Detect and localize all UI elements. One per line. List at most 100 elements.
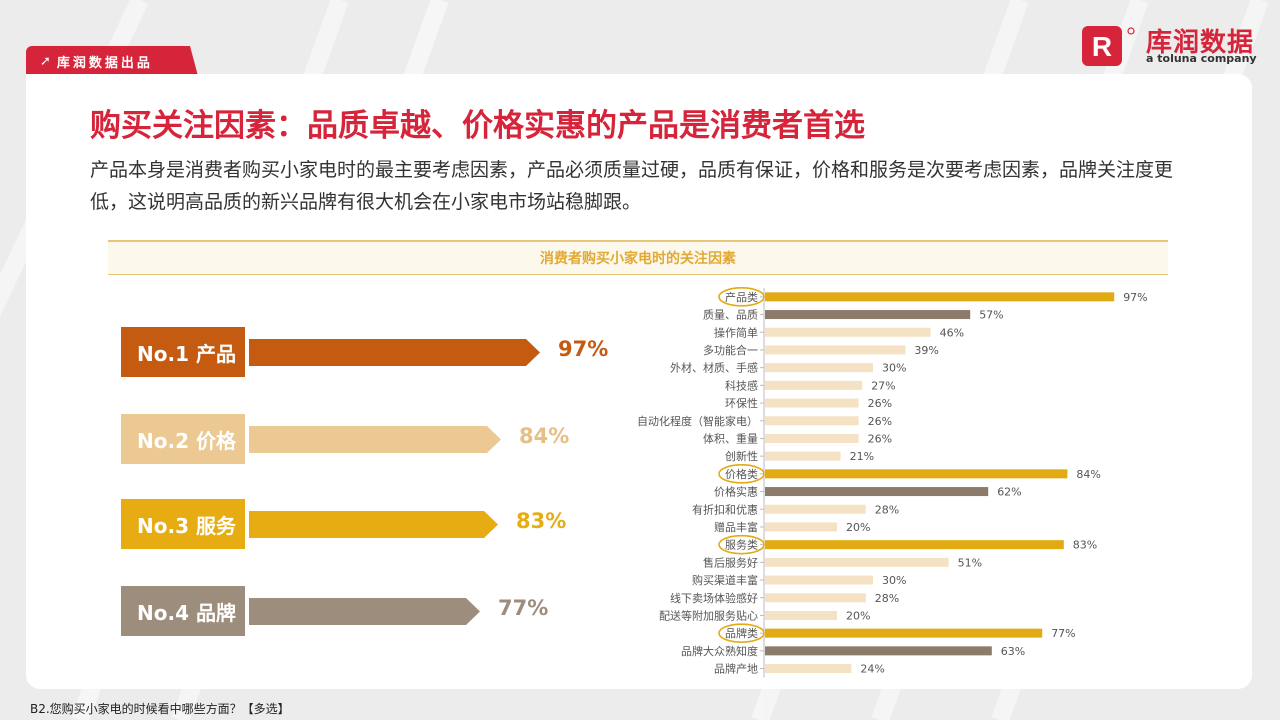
category-label: 外材、材质、手感 xyxy=(670,361,758,375)
chart-bar xyxy=(765,664,852,674)
logo-mark: R xyxy=(1082,26,1135,66)
category-label: 自动化程度（智能家电） xyxy=(637,414,758,428)
category-highlight-circle xyxy=(718,464,765,484)
source-tag-label: 库润数据出品 xyxy=(56,55,153,71)
footnote: B2.您购买小家电的时候看中哪些方面？【多选】 xyxy=(30,702,290,716)
bar-value-label: 57% xyxy=(979,309,1003,322)
bar-value-label: 21% xyxy=(850,450,874,463)
bar-value-label: 62% xyxy=(997,486,1021,499)
bar-value-label: 46% xyxy=(940,326,964,339)
chart-bar xyxy=(765,504,866,514)
chart-bar xyxy=(765,433,859,443)
bar-value-label: 30% xyxy=(882,362,906,375)
arrow-up-right-icon: ➚ xyxy=(40,53,51,69)
bar-value-label: 24% xyxy=(860,663,884,676)
rank-arrow-bar xyxy=(249,598,480,625)
bar-value-label: 28% xyxy=(875,592,899,605)
chart-bar xyxy=(765,628,1043,638)
category-label: 价格实惠 xyxy=(714,485,758,499)
category-label: 创新性 xyxy=(725,449,758,463)
rank-arrow-bar xyxy=(249,426,501,453)
category-highlight-circle xyxy=(718,287,765,307)
ranking-panel: No.1 产品 97% No.2 价格 84% No.3 服务 83% No.4 品牌 77% xyxy=(121,300,641,660)
chart-bar xyxy=(765,575,873,585)
rank-arrow-bar xyxy=(249,511,498,538)
chart-bar xyxy=(765,345,906,355)
category-label: 品牌类 xyxy=(725,626,758,640)
category-label: 赠品丰富 xyxy=(714,520,758,534)
bar-value-label: 30% xyxy=(882,574,906,587)
bar-value-label: 26% xyxy=(868,415,892,428)
category-highlight-circle xyxy=(718,623,765,643)
chart-bar xyxy=(765,610,837,620)
chart-bar xyxy=(765,469,1068,479)
chart-bar xyxy=(765,416,859,426)
bar-value-label: 20% xyxy=(846,609,870,622)
bar-value-label: 97% xyxy=(1123,291,1147,304)
bar-value-label: 20% xyxy=(846,521,870,534)
chart-bar xyxy=(765,646,992,656)
page-description: 产品本身是消费者购买小家电时的最主要考虑因素，产品必须质量过硬，品质有保证，价格… xyxy=(90,159,1174,213)
rank-value: 83% xyxy=(516,509,567,533)
category-label: 服务类 xyxy=(725,538,758,552)
chart-bar xyxy=(765,292,1115,302)
bar-value-label: 83% xyxy=(1073,539,1097,552)
logo-name-en: a toluna company xyxy=(1146,52,1257,65)
bar-value-label: 51% xyxy=(958,556,982,569)
chart-bar xyxy=(765,398,859,408)
chart-bar xyxy=(765,310,971,320)
bar-value-label: 26% xyxy=(868,432,892,445)
chart-bar xyxy=(765,451,841,461)
logo-name-cn: 库润数据 xyxy=(1146,28,1255,58)
page-title: 购买关注因素：品质卓越、价格实惠的产品是消费者首选 xyxy=(90,108,865,144)
rank-row: No.3 服务 83% xyxy=(121,499,641,549)
chart-bar xyxy=(765,593,866,603)
category-label: 购买渠道丰富 xyxy=(692,573,758,587)
bar-value-label: 39% xyxy=(914,344,938,357)
source-tag: ➚ 库润数据出品 xyxy=(26,46,198,76)
chart-bar xyxy=(765,557,949,567)
category-label: 价格类 xyxy=(725,467,758,481)
category-label: 售后服务好 xyxy=(703,555,758,569)
rank-row: No.4 品牌 77% xyxy=(121,586,641,636)
rank-value: 84% xyxy=(519,424,570,448)
category-label: 多功能合一 xyxy=(703,343,758,357)
chart-bar xyxy=(765,540,1064,550)
category-label: 体积、重量 xyxy=(703,431,758,445)
category-label: 质量、品质 xyxy=(703,309,758,322)
chart-title-text: 消费者购买小家电时的关注因素 xyxy=(540,251,736,267)
rank-value: 77% xyxy=(498,596,549,620)
category-label: 操作简单 xyxy=(714,325,758,339)
chart-bar xyxy=(765,522,837,532)
category-label: 有折扣和优惠 xyxy=(692,502,758,516)
category-label: 品牌大众熟知度 xyxy=(681,644,758,658)
chart-bar xyxy=(765,380,863,390)
bar-value-label: 27% xyxy=(871,379,895,392)
category-label: 品牌产地 xyxy=(714,662,758,676)
category-label: 配送等附加服务贴心 xyxy=(659,608,758,622)
rank-label: No.2 价格 xyxy=(121,414,245,464)
logo-mark-letter: R xyxy=(1092,31,1112,62)
rank-row: No.1 产品 97% xyxy=(121,327,641,377)
rank-value: 97% xyxy=(558,337,609,361)
category-label: 产品类 xyxy=(725,290,758,304)
rank-label: No.3 服务 xyxy=(121,499,245,549)
category-label: 环保性 xyxy=(725,396,758,410)
bar-value-label: 26% xyxy=(868,397,892,410)
rank-label: No.1 产品 xyxy=(121,327,245,377)
rank-label: No.4 品牌 xyxy=(121,586,245,636)
rank-row: No.2 价格 84% xyxy=(121,414,641,464)
chart-title: 消费者购买小家电时的关注因素 xyxy=(108,240,1168,275)
bar-value-label: 28% xyxy=(875,503,899,516)
bar-value-label: 63% xyxy=(1001,645,1025,658)
chart-bar xyxy=(765,363,873,373)
category-label: 科技感 xyxy=(725,378,758,392)
category-highlight-circle xyxy=(718,534,765,555)
bar-value-label: 77% xyxy=(1051,627,1075,640)
chart-bar xyxy=(765,327,931,337)
chart-bar xyxy=(765,487,989,497)
factor-bar-chart: 产品类 97% 质量、品质 57% 操作简单 46% 多功能合一 39% 外材、材质、手感 30%… xyxy=(637,287,1148,678)
rank-arrow-bar xyxy=(249,339,540,366)
bar-value-label: 84% xyxy=(1076,468,1100,481)
company-logo: R 库润数据 a toluna company xyxy=(1080,22,1257,68)
